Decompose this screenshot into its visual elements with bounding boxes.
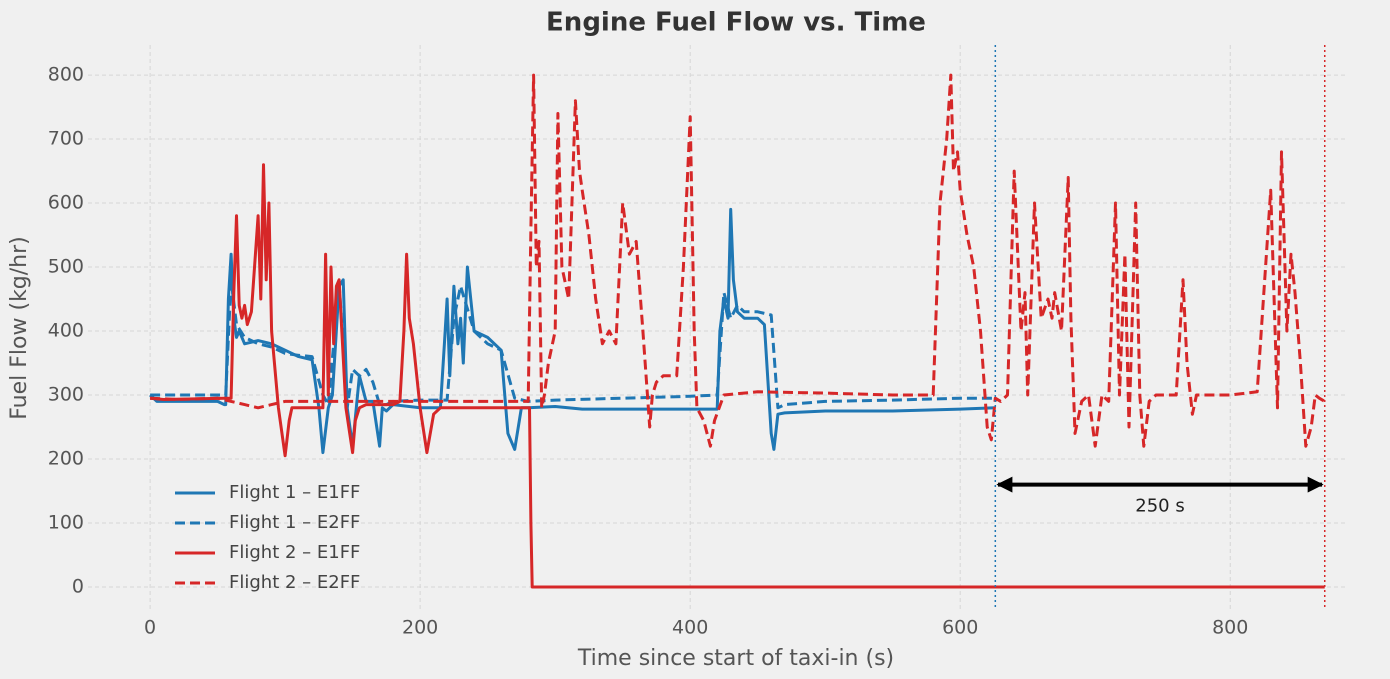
y-tick-label: 700 <box>48 128 84 150</box>
legend-label: Flight 2 – E1FF <box>229 542 360 563</box>
legend-label: Flight 1 – E2FF <box>229 512 360 533</box>
x-tick-label: 400 <box>672 617 708 639</box>
x-tick-label: 0 <box>144 617 156 639</box>
x-tick-label: 800 <box>1212 617 1248 639</box>
annotation-text: 250 s <box>1135 496 1184 517</box>
legend-label: Flight 2 – E2FF <box>229 572 360 593</box>
y-tick-label: 100 <box>48 511 84 533</box>
legend-label: Flight 1 – E1FF <box>229 482 360 503</box>
y-tick-label: 500 <box>48 256 84 278</box>
x-tick-label: 200 <box>402 617 438 639</box>
y-axis-label: Fuel Flow (kg/hr) <box>7 236 32 420</box>
y-tick-label: 800 <box>48 64 84 86</box>
series-line <box>149 163 1325 589</box>
x-axis-label: Time since start of taxi-in (s) <box>577 646 894 671</box>
series-line <box>150 73 1326 448</box>
lines <box>149 73 1326 589</box>
y-tick-label: 400 <box>48 320 84 342</box>
legend: Flight 1 – E1FF Flight 1 – E2FF Flight 2 –… <box>175 482 360 593</box>
grid <box>88 45 1345 610</box>
chart-title: Engine Fuel Flow vs. Time <box>546 8 926 38</box>
y-tick-label: 300 <box>48 384 84 406</box>
y-tick-label: 0 <box>72 575 84 597</box>
x-tick-label: 600 <box>942 617 978 639</box>
series-line <box>149 207 996 455</box>
y-tick-label: 200 <box>48 447 84 469</box>
y-tick-label: 600 <box>48 192 84 214</box>
